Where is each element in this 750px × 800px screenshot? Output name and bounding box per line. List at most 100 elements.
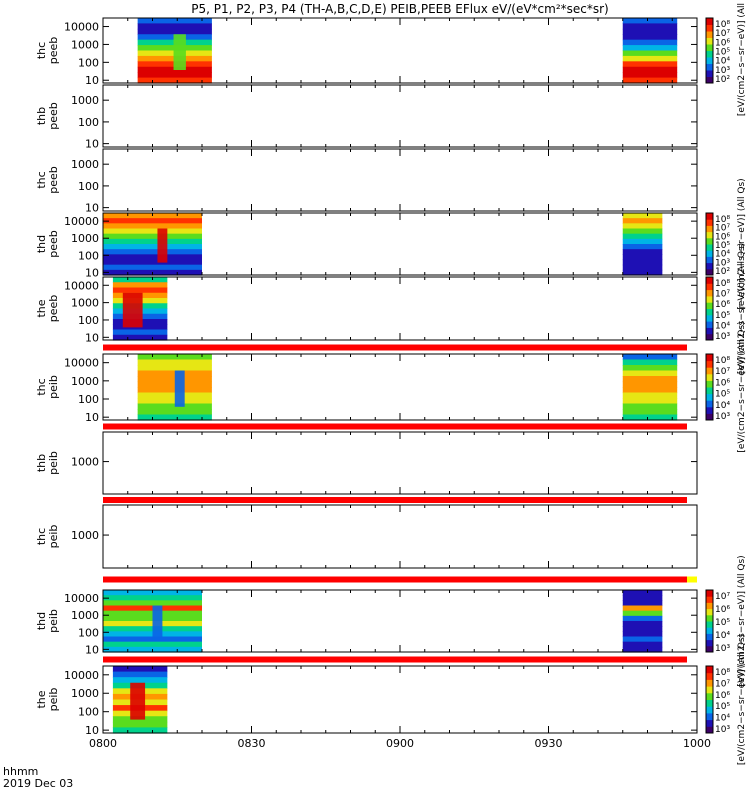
spectrogram-cell <box>622 370 678 377</box>
y-axis-label: peeb <box>47 230 60 258</box>
y-tick-label: 10 <box>85 643 99 656</box>
spectrogram-cell <box>112 287 168 294</box>
y-axis-label: the <box>35 690 48 708</box>
y-axis-label: thb <box>35 454 48 472</box>
colorbar-swatch <box>706 406 713 414</box>
colorbar-swatch <box>706 354 713 362</box>
colorbar-swatch <box>706 268 713 276</box>
colorbar-tick-label: 10⁴ <box>715 321 730 331</box>
spectrogram-feature <box>174 370 185 407</box>
colorbar-label: [eV/(cm2−s−sr−eV)] (All Qs) <box>737 178 747 309</box>
spectrogram-cell <box>622 646 663 653</box>
spectrogram-cell <box>622 45 678 52</box>
spectrogram-cell <box>622 249 663 255</box>
spectrogram-cell <box>622 398 678 405</box>
y-tick-label: 100 <box>78 249 99 262</box>
colorbar-frame <box>705 17 714 84</box>
colorbar-swatch <box>706 672 713 680</box>
spectrogram-cell <box>622 259 663 266</box>
spectrogram-cell <box>137 359 212 366</box>
colorbar-swatch <box>706 639 713 647</box>
panel-thb-peeb: 10 100 1000 thb peeb <box>35 84 698 151</box>
colorbar-frame <box>705 212 714 276</box>
spectrogram-cell <box>112 671 168 678</box>
colorbar-label: [eV/(cm2−s−sr−eV)] (All Qs) <box>737 555 747 686</box>
colorbar-swatch <box>706 231 713 239</box>
colorbar-swatch <box>706 244 713 251</box>
colorbar-tick-label: 10⁵ <box>715 390 730 400</box>
colorbar-tick-label: 10⁶ <box>715 232 730 242</box>
spectrogram-cell <box>137 23 212 30</box>
spectrogram-feature <box>152 605 163 640</box>
spectrogram-cell <box>112 677 168 684</box>
colorbar-tick-label: 10² <box>715 267 730 277</box>
x-tick-label: 0930 <box>535 737 563 750</box>
spectrogram-cell <box>622 269 663 276</box>
spectrogram-cell <box>622 381 678 388</box>
time-axis: 0800 0830 0900 0930 1000 <box>89 737 711 750</box>
colorbar-frame <box>705 353 714 421</box>
colorbar-swatch <box>706 18 713 25</box>
colorbar-tick-label: 10⁵ <box>715 311 730 321</box>
y-tick-label: 1000 <box>71 687 99 700</box>
colorbar-swatch <box>706 308 713 316</box>
colorbar-swatch <box>706 692 713 700</box>
spectrogram-cell <box>622 595 663 601</box>
colorbar-tick-label: 10⁶ <box>715 38 730 48</box>
colorbar-swatch <box>706 37 713 45</box>
colorbar-swatch <box>706 400 713 408</box>
separator-band <box>103 656 687 663</box>
spectrogram-cell <box>103 641 202 648</box>
panel-thc-peeb: 10 100 1000 thc peeb <box>35 148 698 215</box>
y-tick-label: 10 <box>85 202 99 215</box>
spectrogram-cell <box>622 590 663 596</box>
colorbar-tick-label: 10⁸ <box>715 279 730 289</box>
panel-frame <box>102 148 698 212</box>
spectrogram-cell <box>622 254 663 261</box>
colorbar-label: [eV/(cm2−s−sr−eV)] (All Qs) <box>737 634 747 765</box>
y-tick-label: 100 <box>78 626 99 639</box>
colorbar-swatch <box>706 367 713 375</box>
colorbar-swatch <box>706 327 713 335</box>
colorbar-swatch <box>706 686 713 694</box>
y-tick-label: 10 <box>85 724 99 737</box>
x-tick-label: 0800 <box>89 737 117 750</box>
y-tick-label: 100 <box>78 56 99 69</box>
separator-band-end <box>687 576 697 583</box>
spectrogram-cell <box>137 77 212 84</box>
spectrogram-cell <box>137 72 212 79</box>
colorbar-swatch <box>706 596 713 603</box>
colorbar-tick-label: 10⁶ <box>715 300 730 310</box>
colorbar-frame <box>705 589 714 653</box>
spectrogram-cell <box>622 55 678 62</box>
spectrogram-cell <box>103 254 202 261</box>
spectrogram-cell <box>622 392 678 399</box>
colorbar-swatch <box>706 333 713 341</box>
y-tick-label: 1000 <box>71 609 99 622</box>
panel-frame <box>102 84 698 148</box>
y-tick-label: 100 <box>78 116 99 129</box>
colorbar-swatch <box>706 314 713 322</box>
y-axis-label: peeb <box>47 295 60 323</box>
colorbar-label: [eV/(cm2−s−sr−eV)] (All Qs) <box>737 0 747 116</box>
colorbar-swatch <box>706 387 713 395</box>
spectrogram-cell <box>103 259 202 266</box>
spectrogram-cell <box>103 595 202 601</box>
colorbar-swatch <box>706 602 713 610</box>
panel-thb-peib: 1000 thb peib <box>35 431 698 495</box>
spectrogram-cell <box>622 228 663 235</box>
spectrogram-cell <box>622 641 663 648</box>
spectrogram-cell <box>112 666 168 673</box>
spectrogram-cell <box>622 66 678 73</box>
spectrogram-cell <box>622 223 663 230</box>
colorbar-swatch <box>706 699 713 707</box>
spectrogram-cell <box>622 636 663 643</box>
spectrogram-cell <box>622 621 663 627</box>
y-tick-label: 1000 <box>71 158 99 171</box>
colorbar-label: [eV/(cm2−s−sr−eV)] (All Qs) <box>737 243 747 374</box>
colorbar-swatch <box>706 302 713 309</box>
y-tick-label: 10 <box>85 74 99 87</box>
plot-title: P5, P1, P2, P3, P4 (TH-A,B,C,D,E) PEIB,P… <box>191 2 608 16</box>
spectrogram-cell <box>112 721 168 729</box>
colorbar-tick-label: 10⁷ <box>715 224 730 234</box>
